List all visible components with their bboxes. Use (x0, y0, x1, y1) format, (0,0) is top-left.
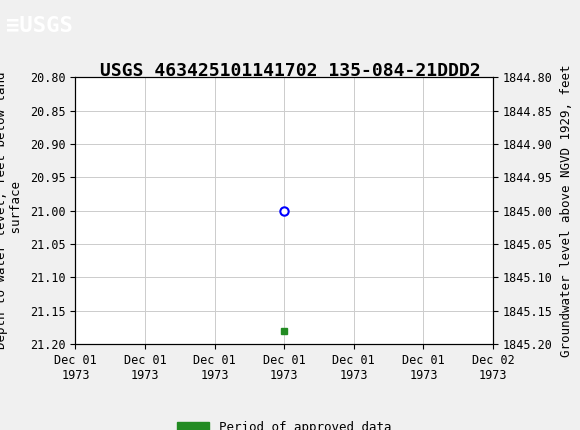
Y-axis label: Depth to water level, feet below land
 surface: Depth to water level, feet below land su… (0, 72, 23, 350)
Text: USGS 463425101141702 135-084-21DDD2: USGS 463425101141702 135-084-21DDD2 (100, 62, 480, 80)
Y-axis label: Groundwater level above NGVD 1929, feet: Groundwater level above NGVD 1929, feet (560, 64, 572, 357)
Legend: Period of approved data: Period of approved data (172, 416, 396, 430)
Text: ≡USGS: ≡USGS (6, 16, 72, 36)
